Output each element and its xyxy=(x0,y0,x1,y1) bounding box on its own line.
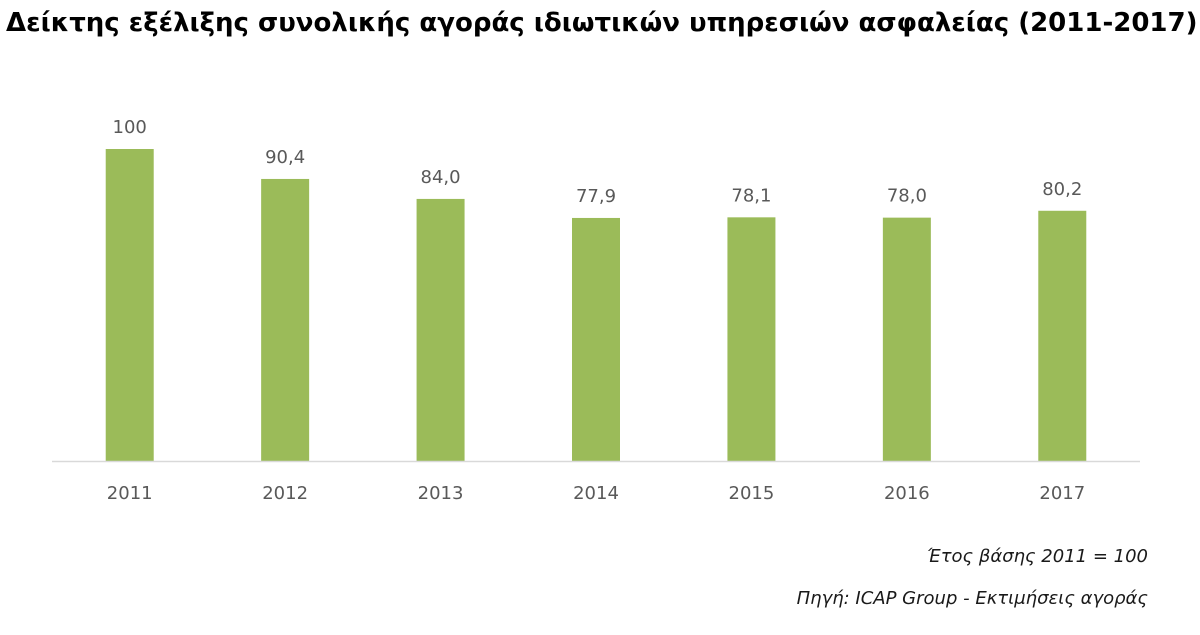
bars-layer xyxy=(105,149,1087,462)
data-label-2016: 78,0 xyxy=(887,186,927,207)
chart-title: Δείκτης εξέλιξης συνολικής αγοράς ιδιωτι… xyxy=(6,8,1198,38)
data-label-2012: 90,4 xyxy=(265,147,305,168)
bar-2014 xyxy=(572,217,620,461)
data-label-2015: 78,1 xyxy=(731,185,771,206)
bar-2017 xyxy=(1038,210,1087,461)
x-tick-label-2011: 2011 xyxy=(107,483,153,504)
data-label-2013: 84,0 xyxy=(421,167,461,188)
x-tick-label-2013: 2013 xyxy=(418,483,464,504)
x-tick-label-2015: 2015 xyxy=(729,483,775,504)
data-label-2014: 77,9 xyxy=(576,186,616,207)
source-note: Πηγή: ICAP Group - Εκτιμήσεις αγοράς xyxy=(796,588,1148,609)
x-tick-label-2017: 2017 xyxy=(1039,483,1085,504)
bar-2015 xyxy=(727,217,776,461)
data-label-2011: 100 xyxy=(113,117,147,138)
x-tick-label-2014: 2014 xyxy=(573,483,619,504)
bar-2011 xyxy=(105,149,154,461)
x-tick-label-2012: 2012 xyxy=(262,483,308,504)
x-tick-label-2016: 2016 xyxy=(884,483,930,504)
bar-2013 xyxy=(416,198,465,462)
data-label-2017: 80,2 xyxy=(1042,179,1082,200)
base-year-note: Έτος βάσης 2011 = 100 xyxy=(926,546,1148,567)
labels-layer: 100 2011 90,4 2012 84,0 2013 77,9 2014 78,1 2015 7… xyxy=(107,117,1085,504)
bar-2016 xyxy=(882,217,931,461)
bar-2012 xyxy=(261,178,310,461)
